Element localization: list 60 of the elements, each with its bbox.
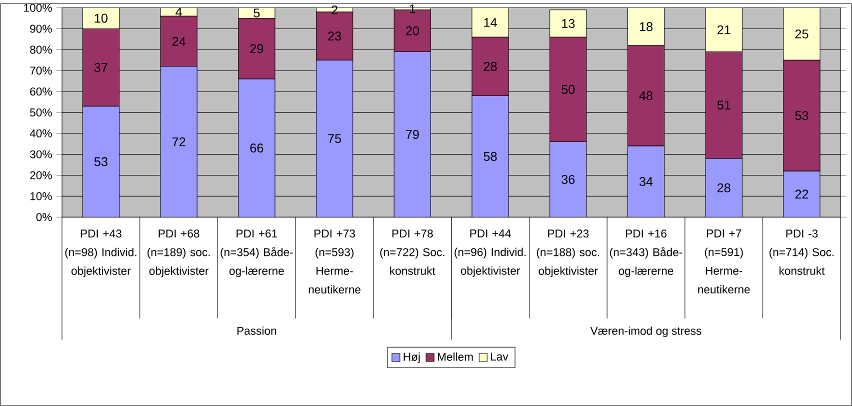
data-label: 28 [484,62,497,71]
data-label: 14 [484,18,497,27]
data-label: 51 [717,100,730,110]
data-label: 24 [172,36,186,46]
text: Passion [237,326,276,335]
bar [705,8,742,52]
y-tick-label: 80% [30,45,52,54]
data-label: 66 [250,143,264,152]
data-label: 22 [795,189,808,198]
data-label: 53 [795,110,808,120]
data-label: 21 [717,25,730,34]
y-tick-label: 10% [30,192,52,200]
data-label: 29 [250,44,264,53]
text: Væren-imod og stress [590,326,702,337]
data-label: 5 [254,8,260,18]
data-label: 34 [639,176,653,186]
legend-label: Høj [404,352,420,363]
bar [783,8,820,60]
x-tick-label: PDI +73 (n=593) Herme-neutikerne [308,229,360,294]
data-label: 37 [94,62,108,72]
x-tick-label: PDI +23 (n=188) soc. objektivister [536,229,600,277]
x-tick-label: PDI +78 (n=722) Soc. konstrukt [380,229,444,275]
data-label: 58 [484,152,497,161]
y-tick-label: 100% [24,4,52,12]
y-tick-label: 60% [30,87,52,96]
x-tick-label: PDI +7 (n=591) Herme-neutikerne [698,229,750,294]
y-tick-label: 50% [30,108,52,116]
x-tick-label: PDI +44 (n=96) Individ. objektivister [454,229,526,277]
x-tick-label: PDI +43 (n=98) Individ. objektivister [65,229,136,277]
data-label: 48 [639,91,653,100]
bar [627,8,665,46]
y-tick-label: 30% [30,150,52,158]
x-tick-label: PDI +68 (n=189) soc. objektivister [148,229,210,277]
data-label: 36 [562,174,575,184]
y-tick-label: 20% [30,171,52,180]
data-label: 79 [406,130,419,139]
y-tick-label: 0% [36,212,52,221]
data-label: 50 [562,84,575,94]
x-tick-label: PDI +16 (n=343) Både-og-lærerne [610,229,682,277]
data-label: 28 [717,183,730,192]
data-label: 25 [795,29,808,38]
legend-label: Mellem [438,352,473,361]
data-label: 53 [94,156,108,166]
x-tick-label: PDI -3 (n=714) Soc. konstrukt [770,229,834,275]
y-tick-label: 90% [30,24,52,33]
data-label: 72 [172,137,186,146]
bar [472,8,509,38]
bar [550,9,587,38]
data-label: 18 [640,22,653,31]
data-label: 13 [562,18,575,28]
data-label: 10 [94,14,108,23]
data-label: 4 [176,7,182,16]
y-tick-label: 40% [30,129,52,138]
data-label: 75 [328,134,342,143]
y-tick-label: 70% [30,66,52,74]
data-label: 20 [406,26,419,36]
bar [82,8,120,29]
x-tick-label: PDI +61 (n=354) Både-og-lærerne [220,229,293,277]
legend-label: Lav [490,352,508,360]
data-label: 23 [328,31,342,40]
